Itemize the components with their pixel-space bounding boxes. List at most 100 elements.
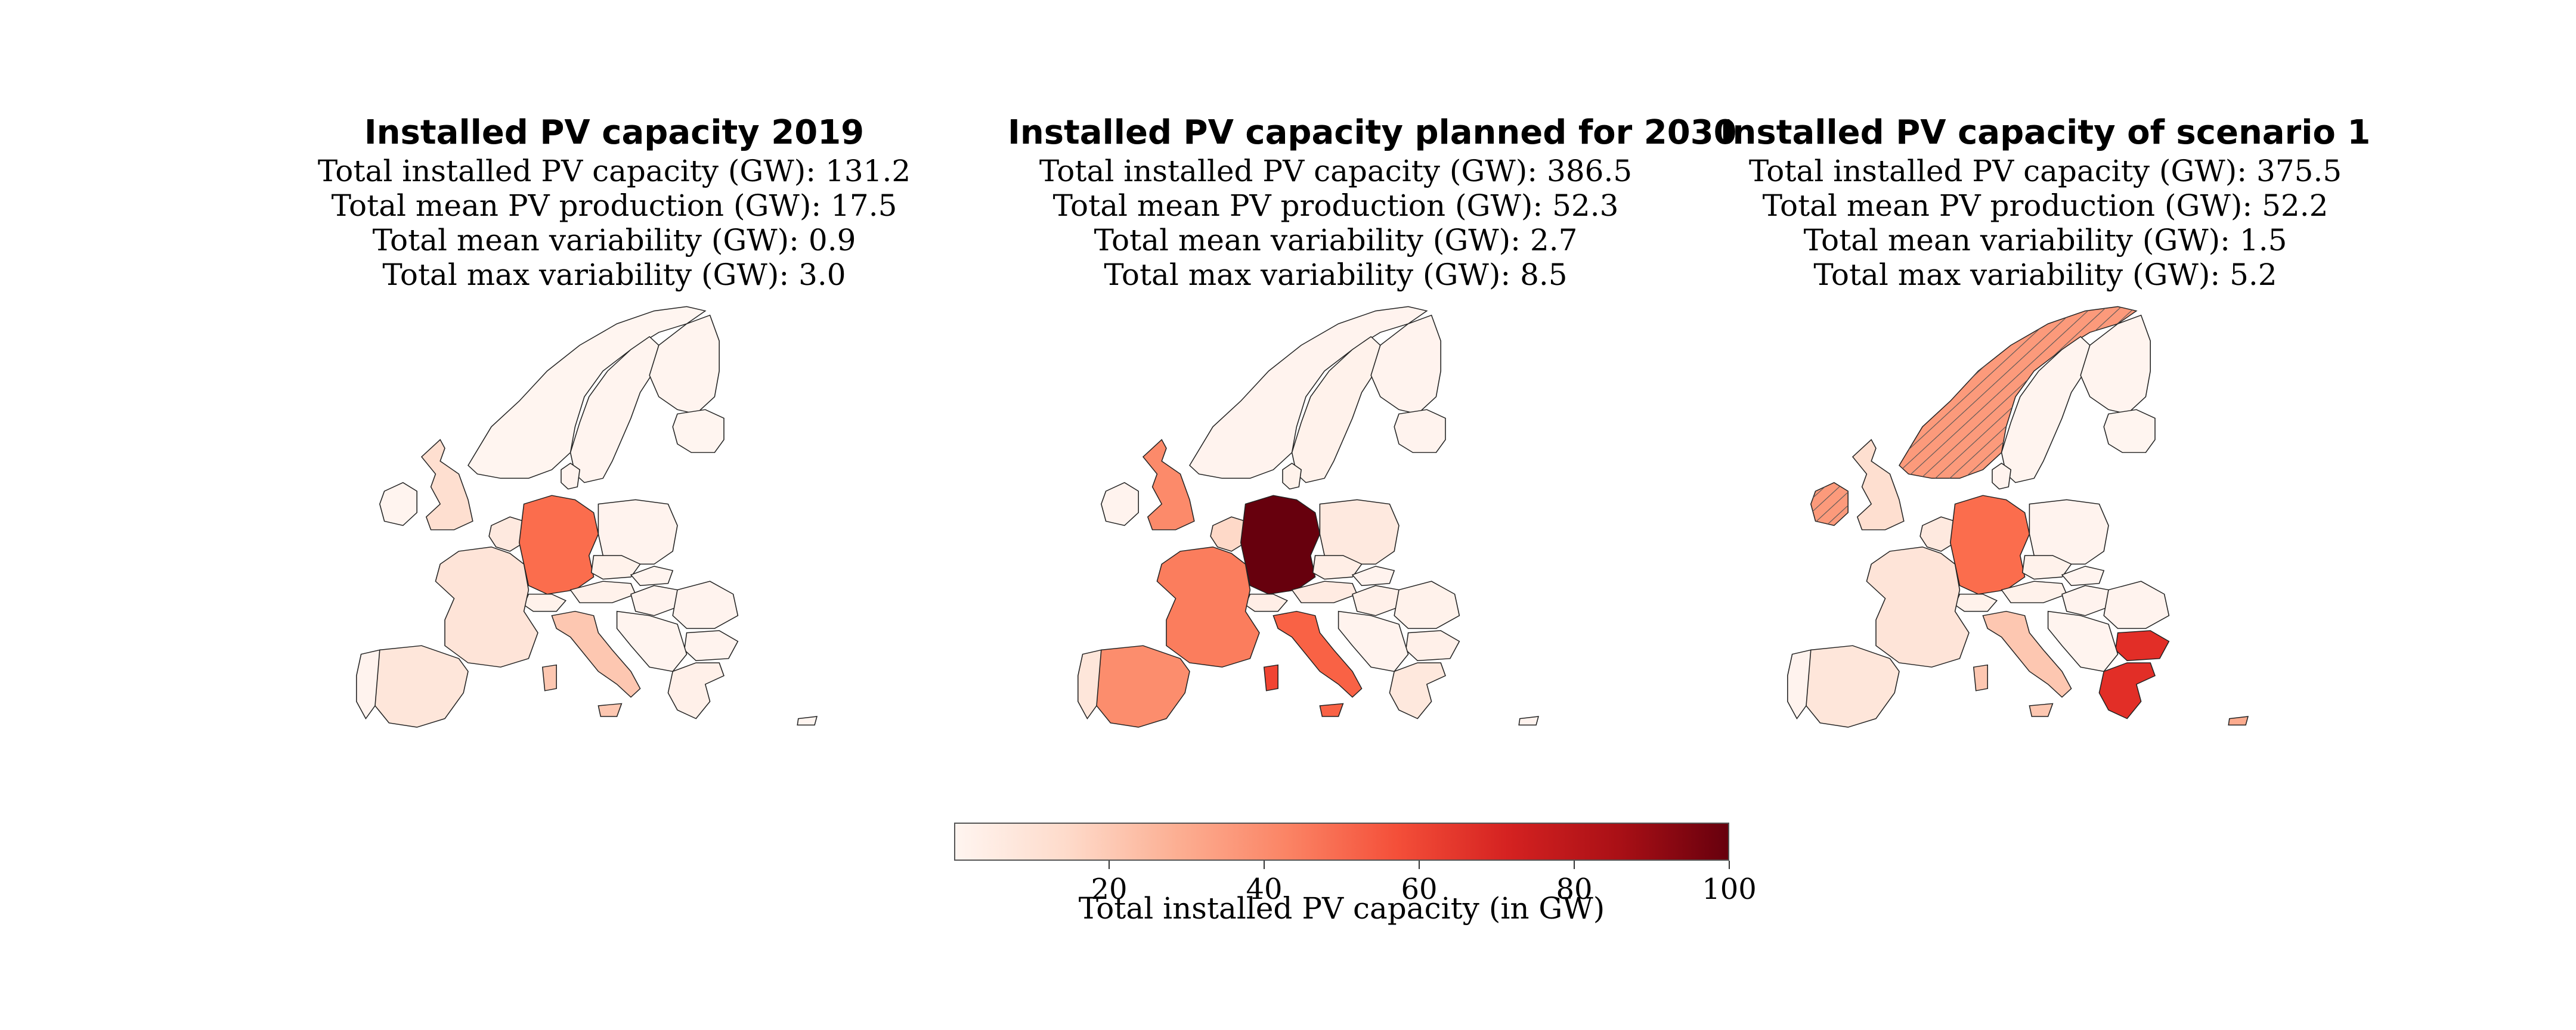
country-romania — [1394, 581, 1460, 629]
country-sweden — [1291, 336, 1381, 483]
country-germany — [1240, 495, 1321, 595]
stat-max-variability: Total max variability (GW): 3.0 — [382, 258, 846, 292]
country-baltics — [2103, 409, 2156, 453]
country-uk — [420, 439, 473, 530]
hatch-ireland — [1810, 482, 1849, 526]
colorbar-label: Total installed PV capacity (in GW) — [1078, 891, 1605, 926]
country-balkans — [616, 610, 688, 672]
stat-total-capacity: Total installed PV capacity (GW): 375.5 — [1748, 154, 2342, 188]
country-greece — [1389, 662, 1446, 719]
country-cyprus — [1518, 716, 1540, 726]
country-greece — [2098, 662, 2156, 719]
country-portugal — [356, 649, 380, 720]
country-norway — [1189, 306, 1428, 479]
country-france — [1866, 546, 1970, 668]
country-italy — [1982, 610, 2072, 698]
country-sweden — [2001, 336, 2091, 483]
colorbar-tick-label: 20 — [1091, 873, 1128, 906]
country-spain — [1801, 645, 1900, 728]
country-france — [435, 546, 538, 668]
country-sardinia — [541, 664, 557, 691]
hatch-norway — [1899, 306, 2137, 479]
country-bulgaria — [1405, 630, 1460, 662]
country-hungary — [2061, 585, 2109, 616]
stat-mean-production: Total mean PV production (GW): 52.2 — [1762, 188, 2329, 223]
country-czechia — [1312, 555, 1363, 580]
panel-title: Installed PV capacity planned for 2030 — [1008, 113, 1737, 152]
colorbar-tick — [1264, 861, 1265, 869]
colorbar-tick-label: 100 — [1702, 873, 1757, 906]
country-switzerland — [523, 594, 567, 612]
country-sicily — [597, 703, 623, 717]
country-ireland — [379, 482, 417, 526]
country-benelux — [488, 516, 525, 552]
country-sicily — [1319, 703, 1344, 717]
stat-max-variability: Total max variability (GW): 5.2 — [1813, 258, 2277, 292]
country-sardinia — [1263, 664, 1278, 691]
country-hungary — [1352, 585, 1400, 616]
stat-mean-variability: Total mean variability (GW): 0.9 — [372, 223, 856, 258]
country-baltics — [1394, 409, 1446, 453]
country-slovakia — [630, 566, 674, 587]
country-hungary — [630, 585, 678, 616]
country-poland — [2029, 499, 2109, 565]
country-finland — [1370, 314, 1441, 415]
country-czechia — [590, 555, 641, 580]
country-uk — [1852, 439, 1905, 530]
country-balkans — [1337, 610, 1409, 672]
country-baltics — [672, 409, 724, 453]
europe-map — [1787, 306, 2249, 728]
country-cyprus — [2228, 716, 2249, 726]
country-cyprus — [797, 716, 818, 726]
country-germany — [1950, 495, 2030, 595]
country-uk — [1142, 439, 1195, 530]
panel-title: Installed PV capacity of scenario 1 — [1720, 113, 2371, 152]
colorbar-tick-label: 40 — [1246, 873, 1283, 906]
stat-max-variability: Total max variability (GW): 8.5 — [1104, 258, 1568, 292]
country-slovakia — [1351, 566, 1395, 587]
country-italy — [1272, 610, 1363, 698]
country-poland — [1319, 499, 1400, 565]
map-panel-2030: Installed PV capacity planned for 2030 T… — [1008, 0, 1737, 751]
country-portugal — [1787, 649, 1812, 720]
country-denmark — [1992, 463, 2012, 490]
stat-mean-variability: Total mean variability (GW): 1.5 — [1803, 223, 2287, 258]
map-panel-2019: Installed PV capacity 2019 Total install… — [286, 0, 942, 751]
country-finland — [2080, 314, 2151, 415]
colorbar-tick-label: 80 — [1556, 873, 1593, 906]
country-bulgaria — [683, 630, 739, 662]
country-switzerland — [1244, 594, 1289, 612]
europe-map — [1078, 306, 1540, 728]
country-germany — [519, 495, 599, 595]
country-portugal — [1078, 649, 1102, 720]
country-spain — [370, 645, 469, 728]
country-greece — [667, 662, 724, 719]
colorbar-tick — [1109, 861, 1110, 869]
country-sicily — [2029, 703, 2054, 717]
country-sweden — [569, 336, 660, 483]
map-panel-scenario-1: Installed PV capacity of scenario 1 Tota… — [1717, 0, 2373, 751]
country-finland — [649, 314, 720, 415]
colorbar: 20 40 60 80 100 — [954, 823, 1757, 942]
colorbar-gradient — [954, 823, 1729, 861]
country-czechia — [2021, 555, 2072, 580]
country-romania — [2103, 581, 2170, 629]
country-switzerland — [1954, 594, 1998, 612]
country-poland — [597, 499, 678, 565]
country-spain — [1091, 645, 1190, 728]
colorbar-tick-label: 60 — [1401, 873, 1438, 906]
colorbar-tick — [1729, 861, 1730, 869]
country-slovakia — [2061, 566, 2105, 587]
country-denmark — [561, 463, 581, 490]
country-bulgaria — [2114, 630, 2170, 662]
country-balkans — [2047, 610, 2119, 672]
country-ireland — [1100, 482, 1139, 526]
country-france — [1156, 546, 1260, 668]
country-norway — [467, 306, 707, 479]
colorbar-tick — [1574, 861, 1575, 869]
colorbar-tick — [1419, 861, 1420, 869]
europe-map — [356, 306, 818, 728]
stat-total-capacity: Total installed PV capacity (GW): 386.5 — [1039, 154, 1633, 188]
stat-mean-variability: Total mean variability (GW): 2.7 — [1094, 223, 1578, 258]
panel-title: Installed PV capacity 2019 — [364, 113, 865, 152]
